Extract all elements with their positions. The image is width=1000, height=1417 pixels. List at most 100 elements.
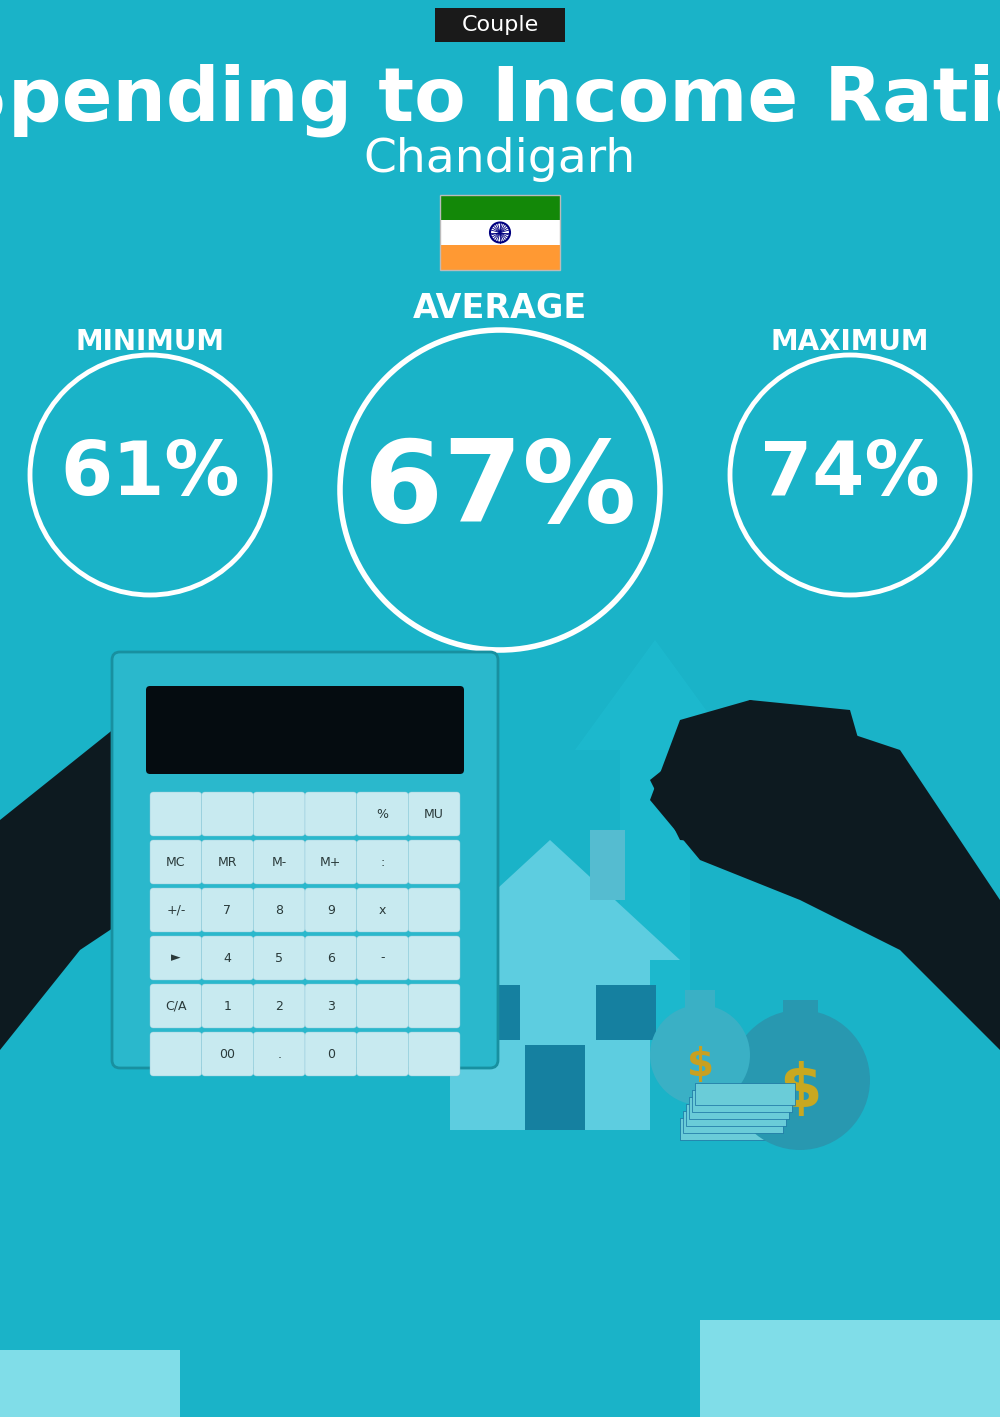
- Text: MR: MR: [218, 856, 237, 869]
- Text: 9: 9: [327, 904, 335, 917]
- FancyBboxPatch shape: [357, 888, 408, 932]
- FancyBboxPatch shape: [253, 1032, 305, 1076]
- FancyBboxPatch shape: [596, 985, 656, 1040]
- Text: 4: 4: [224, 951, 231, 965]
- FancyBboxPatch shape: [202, 888, 253, 932]
- FancyBboxPatch shape: [408, 983, 460, 1027]
- FancyBboxPatch shape: [253, 937, 305, 981]
- FancyBboxPatch shape: [146, 686, 464, 774]
- Polygon shape: [170, 710, 350, 1060]
- Polygon shape: [650, 700, 870, 850]
- FancyBboxPatch shape: [357, 840, 408, 884]
- FancyBboxPatch shape: [202, 937, 253, 981]
- Text: C/A: C/A: [165, 999, 187, 1013]
- Text: x: x: [379, 904, 386, 917]
- Polygon shape: [650, 700, 1000, 1417]
- FancyBboxPatch shape: [112, 652, 498, 1068]
- FancyBboxPatch shape: [408, 840, 460, 884]
- Polygon shape: [575, 640, 735, 1060]
- FancyBboxPatch shape: [525, 1044, 585, 1129]
- Text: -: -: [380, 951, 385, 965]
- Text: %: %: [376, 808, 388, 820]
- Text: 67%: 67%: [364, 435, 636, 546]
- Text: M+: M+: [320, 856, 342, 869]
- FancyBboxPatch shape: [408, 792, 460, 836]
- FancyBboxPatch shape: [305, 840, 357, 884]
- Polygon shape: [100, 700, 330, 820]
- FancyBboxPatch shape: [253, 792, 305, 836]
- FancyBboxPatch shape: [686, 1104, 786, 1127]
- Text: MC: MC: [166, 856, 186, 869]
- FancyBboxPatch shape: [408, 888, 460, 932]
- Text: :: :: [380, 856, 385, 869]
- FancyBboxPatch shape: [695, 1083, 795, 1105]
- FancyBboxPatch shape: [450, 959, 650, 1129]
- Circle shape: [650, 1005, 750, 1105]
- Text: 7: 7: [224, 904, 232, 917]
- FancyBboxPatch shape: [683, 1111, 783, 1134]
- Text: 3: 3: [327, 999, 335, 1013]
- Text: Couple: Couple: [461, 16, 539, 35]
- FancyBboxPatch shape: [357, 937, 408, 981]
- Text: MINIMUM: MINIMUM: [76, 327, 224, 356]
- FancyBboxPatch shape: [202, 792, 253, 836]
- FancyBboxPatch shape: [692, 1090, 792, 1112]
- FancyBboxPatch shape: [305, 1032, 357, 1076]
- FancyBboxPatch shape: [150, 1032, 202, 1076]
- Text: 61%: 61%: [60, 438, 240, 512]
- FancyBboxPatch shape: [150, 937, 202, 981]
- FancyBboxPatch shape: [253, 840, 305, 884]
- FancyBboxPatch shape: [440, 220, 560, 245]
- FancyBboxPatch shape: [689, 1097, 789, 1119]
- Text: Chandigarh: Chandigarh: [364, 137, 636, 183]
- FancyBboxPatch shape: [408, 1032, 460, 1076]
- FancyBboxPatch shape: [435, 9, 565, 43]
- Text: Spending to Income Ratio: Spending to Income Ratio: [0, 64, 1000, 137]
- Text: M-: M-: [272, 856, 287, 869]
- FancyBboxPatch shape: [202, 840, 253, 884]
- Polygon shape: [700, 1321, 1000, 1417]
- FancyBboxPatch shape: [357, 983, 408, 1027]
- Text: MU: MU: [424, 808, 444, 820]
- FancyBboxPatch shape: [202, 1032, 253, 1076]
- FancyBboxPatch shape: [202, 983, 253, 1027]
- FancyBboxPatch shape: [460, 985, 520, 1040]
- Text: 8: 8: [275, 904, 283, 917]
- FancyBboxPatch shape: [357, 1032, 408, 1076]
- Text: MAXIMUM: MAXIMUM: [771, 327, 929, 356]
- FancyBboxPatch shape: [305, 792, 357, 836]
- FancyBboxPatch shape: [357, 792, 408, 836]
- Text: .: .: [277, 1047, 281, 1060]
- Text: 2: 2: [275, 999, 283, 1013]
- Polygon shape: [0, 1350, 180, 1417]
- Text: ►: ►: [171, 951, 181, 965]
- Text: 00: 00: [220, 1047, 236, 1060]
- Text: 1: 1: [224, 999, 231, 1013]
- FancyBboxPatch shape: [150, 983, 202, 1027]
- FancyBboxPatch shape: [150, 840, 202, 884]
- Circle shape: [730, 1010, 870, 1151]
- FancyBboxPatch shape: [305, 888, 357, 932]
- FancyBboxPatch shape: [305, 937, 357, 981]
- Text: 0: 0: [327, 1047, 335, 1060]
- FancyBboxPatch shape: [150, 888, 202, 932]
- Text: $: $: [686, 1046, 714, 1084]
- Text: +/-: +/-: [166, 904, 186, 917]
- FancyBboxPatch shape: [590, 830, 625, 900]
- Polygon shape: [420, 840, 680, 959]
- FancyBboxPatch shape: [685, 990, 715, 1010]
- FancyBboxPatch shape: [305, 983, 357, 1027]
- Text: 5: 5: [275, 951, 283, 965]
- FancyBboxPatch shape: [150, 792, 202, 836]
- Text: $: $: [779, 1060, 821, 1119]
- FancyBboxPatch shape: [440, 245, 560, 271]
- FancyBboxPatch shape: [680, 1118, 780, 1141]
- FancyBboxPatch shape: [253, 983, 305, 1027]
- FancyBboxPatch shape: [783, 1000, 818, 1024]
- Text: 74%: 74%: [760, 438, 940, 512]
- Text: 6: 6: [327, 951, 335, 965]
- Text: AVERAGE: AVERAGE: [413, 292, 587, 324]
- FancyBboxPatch shape: [253, 888, 305, 932]
- Polygon shape: [0, 700, 300, 1417]
- FancyBboxPatch shape: [408, 937, 460, 981]
